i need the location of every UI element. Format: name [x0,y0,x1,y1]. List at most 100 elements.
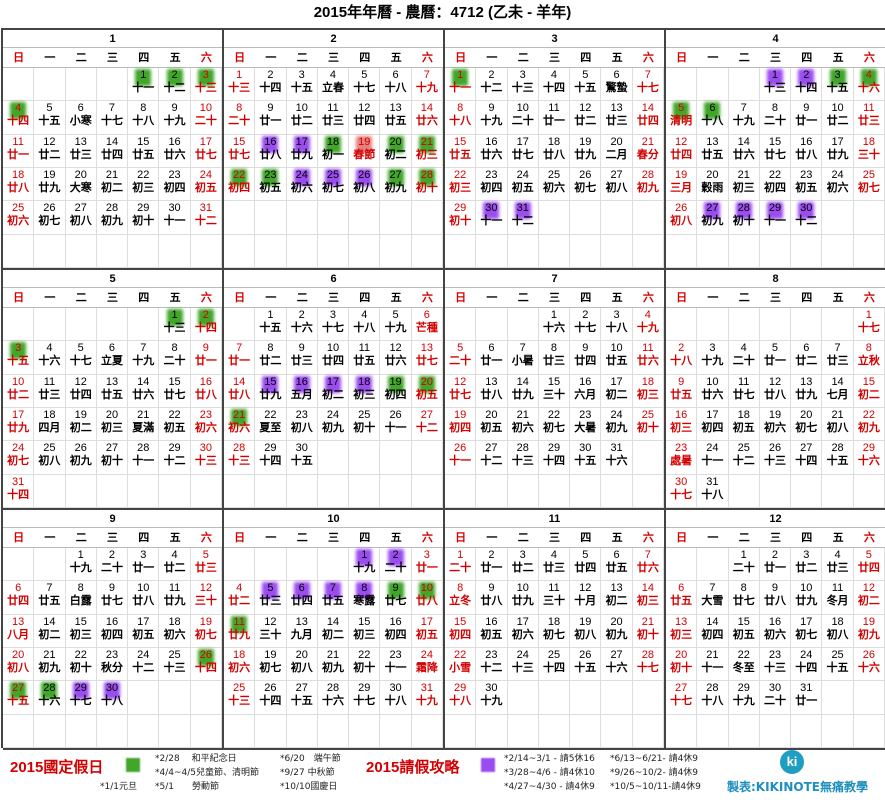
day-cell: 24 初九 [601,407,633,442]
day-number: 1 [361,549,368,561]
day-number: 19 [74,408,87,421]
day-number: 26 [389,408,402,421]
day-cell: 30 十三 [190,441,222,475]
lunar-date: 初三 [353,627,376,641]
day-number: 27 [105,442,119,455]
day-number: 11 [43,375,56,388]
lunar-date: 初五 [732,420,755,434]
lunar-date: 十二 [132,660,155,674]
day-cell: 31 十四 [3,474,35,508]
day-number: 16 [199,375,212,388]
lunar-date: 初五 [415,627,438,641]
day-cell: 6 驚蟄 [601,68,633,102]
day-number: 26 [358,168,371,181]
day-number: 14 [516,375,529,388]
empty-cell [411,714,443,748]
day-number: 19 [389,375,402,388]
day-number: 28 [137,442,150,455]
day-number: 19 [199,615,212,628]
weekday-header: 六 [853,288,885,308]
day-number: 12 [862,582,875,595]
lunar-date: 大寒 [69,180,92,194]
day-cell: 8 廿七 [728,581,760,615]
month-title: 6 [224,270,443,288]
day-number: 18 [862,135,875,148]
day-number: 8 [361,582,368,595]
lunar-date: 廿五 [384,114,407,128]
leave-note: *6/13~6/21- 請4休9 [610,754,699,764]
day-number: 19 [358,135,371,148]
lunar-date: 廿七 [228,147,251,161]
day-cell: 7 十九 [728,101,760,135]
day-number: 18 [547,135,561,148]
holiday-marker [231,168,248,186]
day-number: 13 [389,102,402,115]
lunar-date: 十八 [132,114,155,128]
lunar-date: 初五 [194,180,217,194]
empty-cell [822,681,854,715]
lunar-date: 廿一 [542,114,565,128]
holiday-marker [10,682,27,700]
lunar-date: 三十 [542,594,565,608]
kikinote-logo-icon: ki [780,750,804,774]
lunar-date: 初八 [574,627,597,641]
month-block: 4 日一二三四五六 1 十三 2 十四 3 十五 4 十六 5 清明 6 十八 7 十九 8 二十 9 廿一 10 廿二 1… [666,30,885,270]
day-cell: 14 廿六 [128,374,160,408]
lunar-date: 十一 [384,660,407,674]
day-number: 9 [392,582,399,595]
day-cell: 3 十七 [317,308,350,342]
day-cell: 18 初六 [159,614,191,648]
day-number: 16 [295,375,308,388]
day-cell: 26 初七 [570,167,602,202]
lunar-date: 二十 [763,694,786,708]
day-cell: 4 十六 [34,341,66,375]
empty-cell [255,201,287,235]
weekday-header: 二 [728,528,760,548]
lunar-date: 十二 [163,81,186,94]
empty-cell [65,714,97,748]
day-number: 29 [264,442,277,455]
lunar-date: 初四 [384,627,407,641]
day-cell: 7 廿五 [34,581,66,615]
leave-day-marker [387,549,404,566]
day-cell: 24 十二 [128,647,160,682]
day-number: 2 [392,549,399,561]
day-number: 6 [77,102,84,115]
day-number: 25 [862,168,875,181]
day-number: 23 [675,442,688,455]
day-cell: 25 初六 [3,201,35,235]
leave-day-marker [735,202,752,220]
lunar-date: 廿六 [701,387,724,401]
day-cell: 26 十一 [445,441,477,475]
empty-cell [632,474,664,508]
day-cell: 15 廿九 [255,374,287,408]
lunar-date: 十七 [321,321,344,334]
day-cell: 17 初四 [697,407,729,442]
lunar-date: 廿五 [132,147,155,161]
day-number: 31 [610,442,623,455]
weekday-header: 一 [255,528,287,548]
day-cell: 2 十八 [666,341,698,375]
holiday-marker [418,375,435,393]
holiday-marker [860,69,877,86]
lunar-date: 初三 [670,627,693,641]
day-number: 11 [233,615,245,628]
day-cell: 11 三十 [538,581,571,615]
day-cell: 22 初三 [445,167,477,202]
day-number: 27 [800,442,813,455]
lunar-date: 廿九 [38,180,61,194]
day-cell: 22 初十 [349,647,381,682]
empty-cell [538,234,571,268]
day-cell: 2 十二 [476,68,508,102]
day-number: 13 [485,375,498,388]
weekday-header: 日 [666,528,698,548]
day-number: 12 [768,375,782,388]
day-number: 18 [737,408,750,421]
weekday-header: 二 [728,48,760,68]
day-cell: 4 廿三 [822,548,854,582]
day-number: 10 [516,102,529,115]
day-number: 25 [831,648,844,661]
day-number: 8 [77,582,84,595]
day-cell: 17 初二 [601,374,633,408]
day-number: 10 [137,582,150,595]
